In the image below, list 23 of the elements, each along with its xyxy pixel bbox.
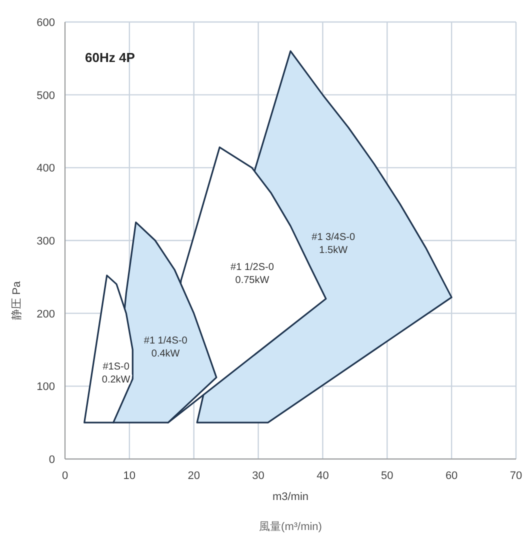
y-tick-label: 500 (36, 90, 55, 102)
y-tick-label: 100 (36, 381, 55, 394)
x-tick-label: 10 (123, 470, 136, 482)
x-tick-label: 30 (252, 470, 264, 482)
x-tick-label: 40 (316, 470, 329, 482)
series-label: #1 3/4S-0 1.5kW (312, 232, 356, 256)
x-tick-label: 20 (188, 470, 200, 482)
x-tick-label: 50 (381, 470, 394, 482)
x-tick-label: 70 (510, 470, 522, 482)
x-axis-title: m3/min (272, 491, 309, 503)
x-tick-label: 60 (445, 470, 458, 482)
x-tick-label: 0 (62, 470, 68, 482)
y-tick-label: 400 (36, 162, 55, 175)
y-tick-label: 0 (48, 454, 55, 466)
y-tick-label: 300 (36, 236, 55, 248)
series-label: #1S-0 0.2kW (102, 362, 131, 386)
y-tick-label: 600 (36, 17, 55, 29)
y-axis-title: 静圧 Pa (11, 280, 23, 320)
annotation: 60Hz 4P (85, 50, 136, 65)
series-label: #1 1/2S-0 0.75kW (230, 262, 274, 286)
text: 風量(m³/min) (259, 521, 322, 533)
y-tick-label: 200 (36, 308, 55, 320)
series-label: #1 1/4S-0 0.4kW (144, 335, 188, 360)
